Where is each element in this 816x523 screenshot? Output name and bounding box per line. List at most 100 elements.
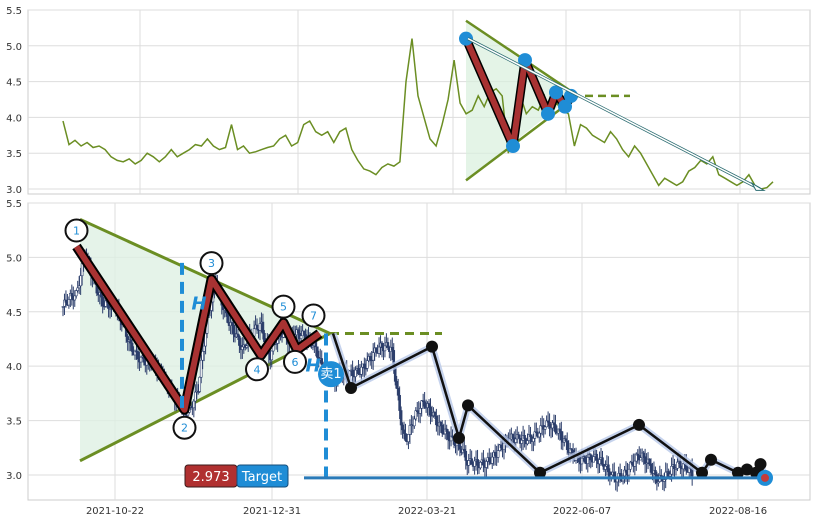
pattern-point-marker — [199, 251, 224, 276]
candle-body — [514, 438, 518, 443]
candle-body — [586, 457, 590, 464]
height-label-right: H — [305, 356, 320, 377]
overview-panel: 3.0 3.5 4.0 4.5 5.0 5.5 — [6, 6, 811, 196]
candle-body — [357, 368, 360, 374]
candle-body — [532, 438, 535, 442]
overview-projection-inner — [467, 37, 761, 190]
pattern-point-label: 3 — [208, 257, 215, 270]
candle-body — [232, 324, 235, 334]
main-zigzag-point — [732, 466, 744, 479]
main-xtick-label: 2021-12-31 — [243, 506, 301, 517]
candle-body — [201, 351, 204, 361]
candle-body — [449, 435, 453, 442]
candle-body — [299, 335, 303, 339]
candle-body — [592, 456, 595, 463]
candle-body — [520, 439, 523, 444]
candle-body — [261, 321, 265, 334]
pattern-point-marker — [271, 294, 296, 319]
candle-body — [479, 462, 482, 469]
pattern-point-label: 6 — [292, 356, 299, 369]
overview-ytick-label: 3.0 — [6, 185, 22, 196]
candlestick-panel: 2021-10-22 2021-12-31 2022-03-21 2022-06-07… — [6, 199, 811, 517]
candle-body — [302, 330, 306, 335]
candle-body — [670, 465, 673, 475]
candle-body — [427, 403, 431, 408]
target-endpoint-dot — [761, 473, 769, 482]
candle-body — [499, 444, 503, 448]
candle-body — [476, 459, 479, 466]
main-zigzag-point — [534, 466, 546, 479]
candle-body — [76, 287, 79, 291]
overview-ytick-label: 5.5 — [6, 6, 22, 17]
candle-body — [654, 469, 657, 475]
candle-body — [446, 431, 450, 440]
candle-body — [398, 395, 401, 411]
candle-body — [523, 435, 526, 439]
candle-body — [139, 356, 143, 363]
main-ytick-label: 4.0 — [6, 362, 22, 373]
candle-body — [595, 453, 598, 461]
candle-body — [354, 369, 357, 377]
overview-price-line — [62, 38, 774, 190]
pattern-point-marker — [64, 218, 89, 243]
main-xtick-label: 2022-06-07 — [553, 506, 611, 517]
candle-body — [360, 366, 363, 375]
overview-ytick-label: 3.5 — [6, 149, 22, 160]
candle-body — [374, 347, 378, 353]
candle-body — [601, 457, 604, 465]
candle-body — [363, 363, 366, 369]
candle-body — [67, 299, 71, 306]
overview-ytick-label: 4.5 — [6, 78, 22, 89]
overview-ytick-label: 4.0 — [6, 113, 22, 124]
target-value-text: 2.973 — [192, 470, 229, 485]
candle-body — [467, 460, 471, 466]
candle-body — [624, 469, 628, 473]
candle-body — [402, 429, 406, 434]
candle-body — [537, 432, 541, 438]
candle-body — [401, 424, 404, 431]
candle-body — [496, 450, 500, 458]
candle-body — [226, 312, 229, 323]
main-pattern-zigzag — [73, 244, 322, 413]
pattern-point-label: 1 — [73, 225, 80, 238]
candle-body — [473, 460, 476, 467]
pattern-point-marker — [245, 357, 269, 382]
candle-body — [236, 333, 240, 337]
candle-body — [429, 407, 432, 416]
candle-body — [296, 329, 300, 334]
candle-body — [79, 275, 82, 287]
candle-body — [365, 360, 369, 369]
candle-body — [627, 468, 631, 476]
candle-body — [435, 416, 438, 426]
candle-body — [560, 431, 563, 441]
candle-body — [413, 418, 416, 427]
candle-body — [639, 457, 643, 461]
candle-body — [390, 346, 394, 351]
candle-body — [270, 350, 274, 361]
candle-body — [136, 351, 140, 360]
candle-body — [74, 290, 78, 297]
candle-body — [371, 352, 375, 361]
candle-body — [440, 424, 444, 434]
candle-body — [648, 458, 651, 465]
overview-pivot-marker — [558, 99, 572, 114]
candle-body — [399, 410, 403, 426]
candle-body — [377, 346, 381, 354]
candle-body — [464, 450, 468, 461]
candle-body — [396, 388, 400, 396]
candle-body — [241, 346, 244, 350]
candle-body — [649, 463, 653, 473]
candle-body — [199, 359, 203, 378]
candle-body — [607, 464, 610, 473]
candle-body — [487, 457, 491, 462]
candle-body — [558, 428, 562, 432]
candle-body — [445, 428, 448, 432]
candle-body — [383, 345, 387, 352]
candle-body — [194, 391, 197, 402]
candle-body — [230, 322, 234, 326]
pattern-point-label: 4 — [254, 363, 261, 376]
sell-signal-label: 卖1 — [320, 367, 341, 382]
overview-pivot-marker — [549, 85, 563, 100]
pattern-point-label: 5 — [280, 301, 287, 314]
